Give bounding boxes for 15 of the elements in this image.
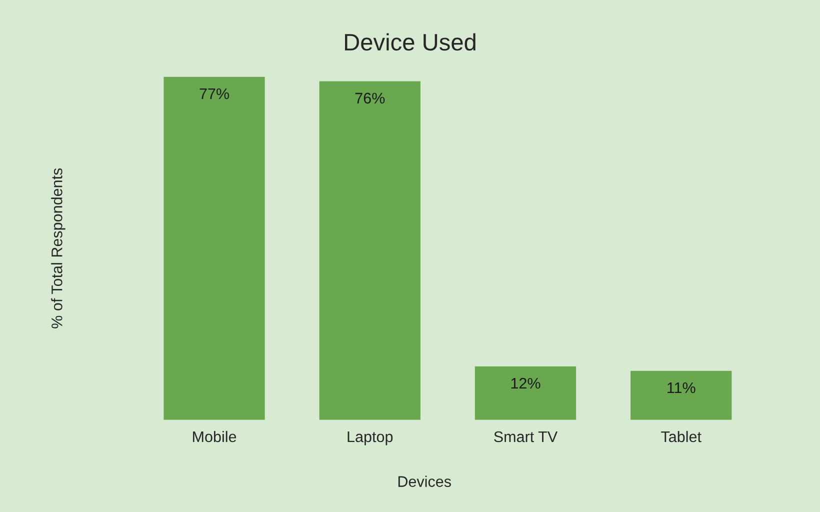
x-tick-label: Tablet (661, 430, 702, 442)
data-label: 77% (200, 88, 230, 100)
x-tick-label: Mobile (193, 430, 236, 442)
data-label: 11% (668, 382, 696, 394)
data-label: 12% (511, 378, 540, 389)
x-tick-label: Laptop (348, 432, 393, 446)
bar (630, 370, 732, 420)
bar (474, 366, 576, 420)
bar (164, 76, 265, 420)
chart-title: Device Used (345, 33, 476, 51)
data-label: 76% (355, 92, 385, 104)
bar (319, 81, 420, 420)
y-axis-title: % of Total Respondents (51, 168, 66, 328)
x-tick-label: Smart TV (494, 431, 558, 442)
x-axis-title: Devices (398, 476, 451, 487)
